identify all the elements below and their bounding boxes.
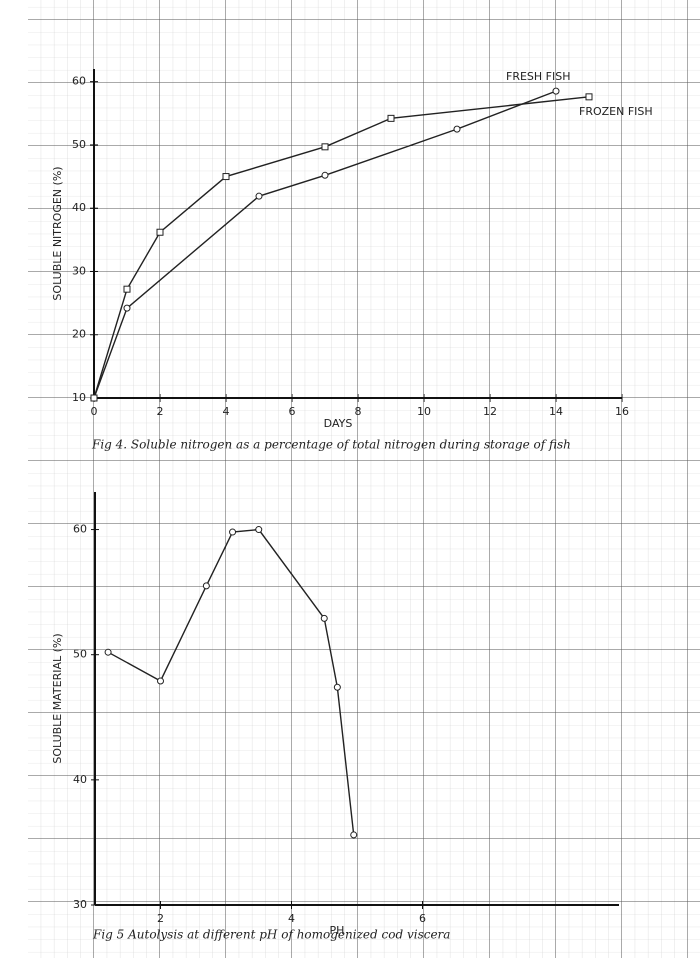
chart-caption: Fig 4. Soluble nitrogen as a percentage … [91,438,571,452]
x-tick-label: 2 [157,912,164,925]
data-point [157,677,164,685]
y-tick-label: 40 [72,201,86,214]
data-point [123,304,131,312]
y-axis-label: SOLUBLE NITROGEN (%) [51,166,64,300]
data-point [90,394,98,402]
y-tick-label: 30 [72,264,86,277]
y-tick-label: 60 [73,523,87,536]
x-tick-label: 6 [419,912,426,925]
x-axis-label: PH [330,924,345,937]
data-point [333,683,341,691]
data-point [387,114,395,122]
x-tick-label: 10 [417,405,431,418]
data-point [156,228,164,236]
data-point [552,87,560,95]
data-point [255,526,263,534]
data-point [123,285,131,293]
data-point [453,125,461,133]
x-tick-label: 4 [288,912,295,925]
y-tick-label: 60 [72,75,86,88]
series-label: FROZEN FISH [579,105,653,118]
data-line [107,528,355,835]
data-point [222,173,230,181]
data-point [104,648,112,656]
x-tick-label: 14 [549,405,563,418]
x-tick-label: 16 [615,405,629,418]
y-tick-label: 50 [73,648,87,661]
data-point [350,831,358,839]
data-point [255,192,263,200]
x-tick-label: 0 [91,405,98,418]
y-tick-label: 40 [73,773,87,786]
chart-caption: Fig 5 Autolysis at different pH of homog… [92,928,450,942]
y-axis-label: SOLUBLE MATERIAL (%) [51,633,64,763]
grid-background [28,0,700,958]
data-point [202,582,210,590]
x-tick-label: 6 [289,405,296,418]
data-point [585,93,593,101]
data-point [320,614,328,622]
x-tick-label: 8 [355,405,362,418]
y-tick-label: 50 [72,138,86,151]
data-point [321,143,329,151]
x-tick-label: 4 [223,405,230,418]
x-tick-label: 12 [483,405,497,418]
data-line [93,90,557,399]
x-axis-label: DAYS [324,417,353,430]
series-label: FRESH FISH [506,70,571,83]
y-tick-label: 10 [72,391,86,404]
data-point [321,171,329,179]
y-tick-label: 20 [72,328,86,341]
data-point [229,528,237,536]
y-tick-label: 30 [73,898,87,911]
x-tick-label: 2 [157,405,164,418]
